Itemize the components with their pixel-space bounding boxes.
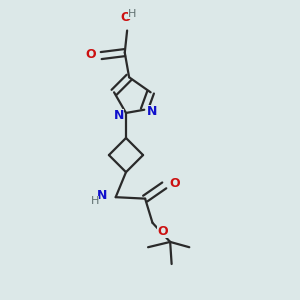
- Text: H: H: [128, 9, 136, 19]
- Text: O: O: [158, 225, 168, 238]
- Text: N: N: [113, 110, 124, 122]
- Text: O: O: [120, 11, 131, 24]
- Text: O: O: [169, 177, 180, 190]
- Text: N: N: [146, 105, 157, 118]
- Text: N: N: [97, 189, 107, 202]
- Text: O: O: [85, 48, 96, 61]
- Text: H: H: [91, 196, 100, 206]
